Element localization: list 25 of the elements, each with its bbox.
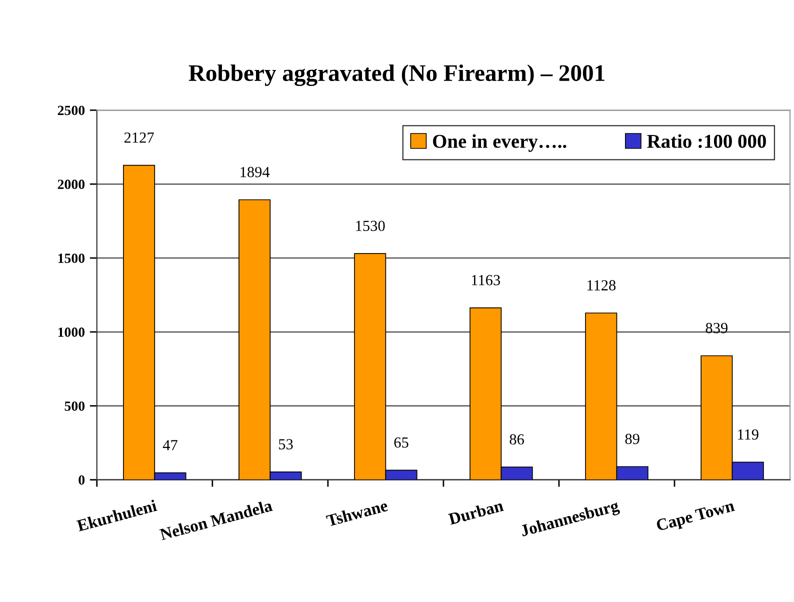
y-tick-label: 1000	[58, 328, 85, 337]
data-label: 53	[279, 439, 293, 450]
data-label: 119	[738, 429, 758, 440]
x-tick-label: Tshwane	[326, 499, 388, 527]
x-tick-label: Cape Town	[656, 500, 736, 534]
data-label: 2127	[124, 132, 154, 143]
y-tick-label: 2500	[58, 106, 85, 116]
legend-label: One in every…..	[433, 134, 566, 152]
y-tick-label: 1500	[58, 254, 85, 263]
data-label: 86	[510, 434, 524, 445]
data-label: 47	[162, 440, 178, 450]
y-tick-label: 500	[64, 401, 85, 411]
data-label: 65	[394, 437, 408, 448]
x-tick-label: Durban	[448, 499, 504, 525]
chart-title: Robbery aggravated (No Firearm) – 2001	[188, 64, 604, 86]
data-label: 1128	[587, 280, 616, 290]
data-label: 839	[706, 322, 728, 334]
data-label: 1894	[240, 166, 270, 178]
data-label: 1530	[356, 220, 385, 232]
y-tick-label: 2000	[58, 180, 85, 190]
data-label: 1163	[472, 275, 500, 286]
x-tick-label: Nelson Mandela	[159, 499, 273, 540]
legend-label: Ratio :100 000	[647, 134, 766, 148]
y-tick-label: 0	[78, 475, 85, 485]
data-label: 89	[625, 434, 640, 444]
